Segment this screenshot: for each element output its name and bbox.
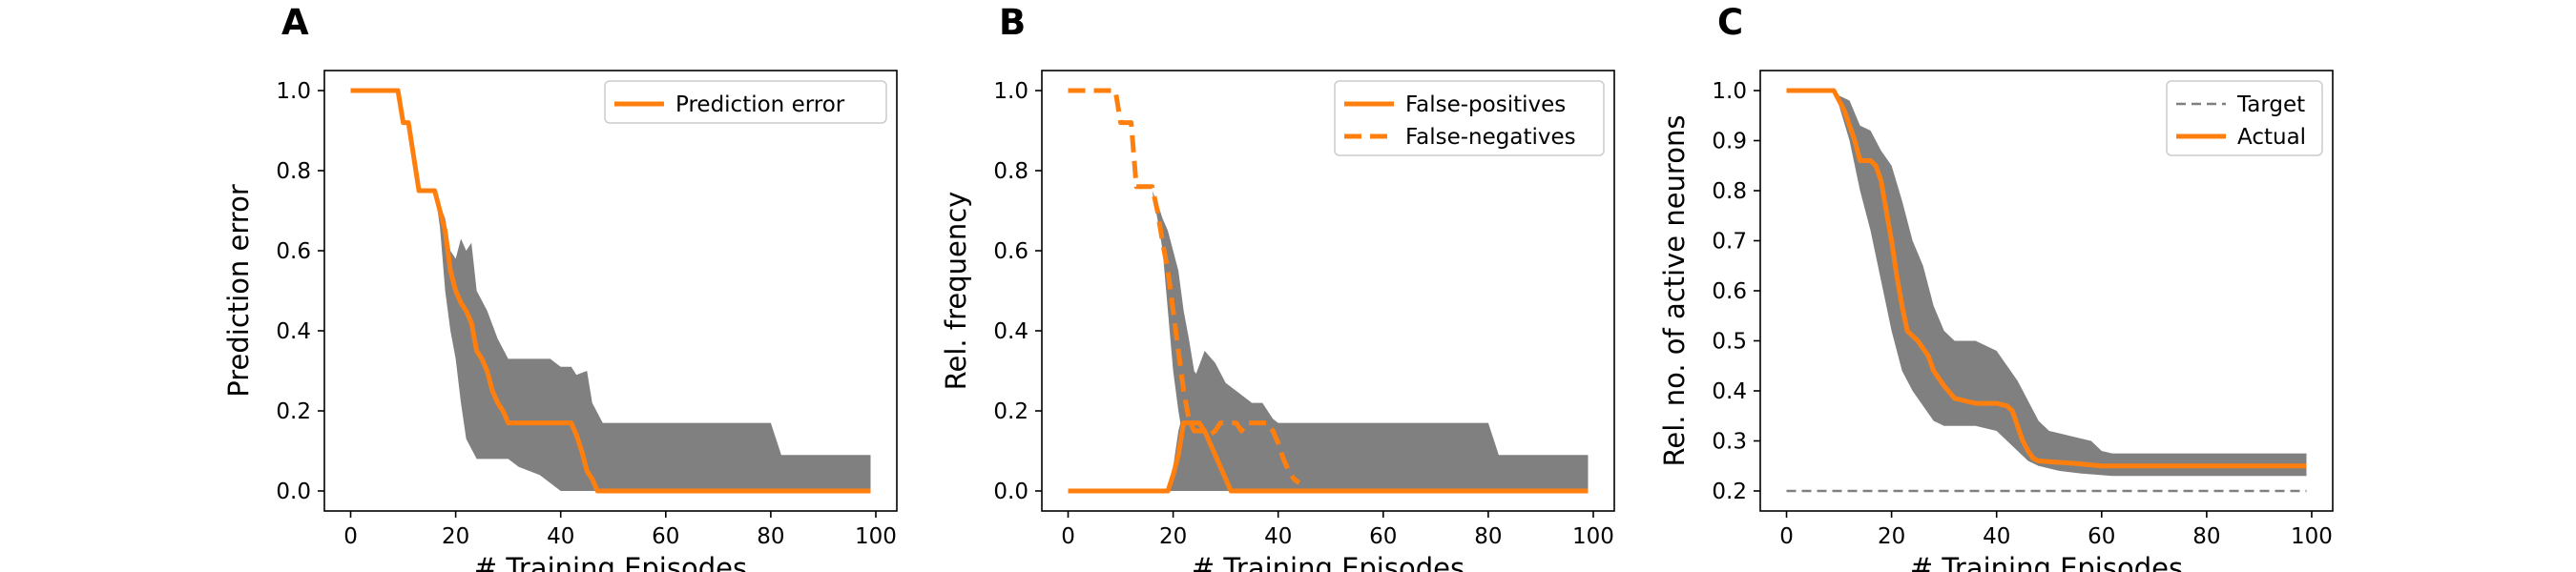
panel-a-xtick-label: 0 [343, 524, 358, 549]
panel-b-ylabel: Rel. frequency [940, 192, 972, 391]
panel-a-band-0 [350, 91, 871, 491]
panel-c-xtick-label: 0 [1779, 524, 1794, 549]
panel-c-legend: Target Actual [2166, 80, 2323, 156]
panel-a-plot-area [350, 88, 871, 494]
panel-a-ylabel: Prediction error [222, 184, 255, 398]
panel-c-ytick-label: 0.3 [1712, 430, 1747, 455]
panel-b-xtick-label: 100 [1572, 524, 1614, 549]
panel-c-plot-area [1786, 88, 2307, 493]
panel-b-ytick-label: 0.2 [993, 399, 1028, 424]
panel-b-band-1 [1068, 91, 1211, 491]
panel-b-band-0 [1068, 351, 1589, 491]
panel-a-ytick-label: 0.6 [276, 239, 311, 264]
panel-a: A 0 20 40 60 80 100 0.0 0.2 0.4 0.6 0.8 1.0 # Trainin… [222, 2, 898, 572]
panel-c-band-0 [1786, 91, 2307, 477]
panel-c-xtick-label: 60 [2088, 524, 2115, 549]
panel-b-legend-label: False-positives [1405, 92, 1566, 117]
panel-a-ytick-label: 0.2 [276, 399, 311, 424]
panel-c-ytick-label: 1.0 [1712, 79, 1747, 104]
panel-b-ytick-label: 1.0 [993, 79, 1028, 104]
panel-b-plot-area [1068, 88, 1589, 494]
panel-c-ytick-label: 0.8 [1712, 179, 1747, 204]
panel-c-xtick-label: 100 [2291, 524, 2333, 549]
panel-c-xlabel: # Training Episodes [1910, 552, 2183, 572]
panel-a-xtick-label: 100 [855, 524, 897, 549]
panel-b-ytick-label: 0.6 [993, 239, 1028, 264]
panel-a-ytick-label: 0.8 [276, 159, 311, 184]
panel-b-ytick-label: 0.4 [993, 319, 1028, 344]
panel-b-xtick-label: 60 [1369, 524, 1397, 549]
panel-a-xtick-label: 80 [757, 524, 784, 549]
panel-a-xtick-label: 60 [652, 524, 679, 549]
panel-c-ytick-label: 0.5 [1712, 330, 1747, 355]
panel-a-axes-frame [323, 70, 898, 512]
panel-c-xtick-label: 40 [1983, 524, 2010, 549]
panel-b: B 0 20 40 60 80 100 0.0 0.2 0.4 0.6 0.8 1.0 # Trainin… [940, 2, 1615, 572]
panel-c-ylabel: Rel. no. of active neurons [1658, 115, 1691, 467]
panel-c-letter: C [1717, 2, 1743, 43]
panel-b-xtick-label: 0 [1061, 524, 1075, 549]
panel-b-letter: B [999, 2, 1026, 43]
panel-b-xtick-label: 40 [1264, 524, 1292, 549]
panel-a-ytick-label: 0.0 [276, 480, 311, 504]
panel-c-series-actual-line [1786, 88, 2307, 469]
panel-c-ytick-label: 0.7 [1712, 230, 1747, 255]
panel-c-ytick-label: 0.6 [1712, 279, 1747, 304]
panel-a-legend: Prediction error [604, 80, 887, 124]
panel-a-legend-label: Prediction error [675, 92, 845, 117]
panel-a-xlabel: # Training Episodes [474, 552, 747, 572]
panel-b-axes-frame [1041, 70, 1615, 512]
panel-c-ytick-label: 0.2 [1712, 480, 1747, 504]
panel-c-legend-label: Target [2236, 92, 2305, 117]
panel-b-series-false-negatives-line [1068, 88, 1301, 485]
panel-c: C 0 20 40 60 80 100 0.2 0.3 0.4 0.5 0.6 0.7 0.8 0.9 1.0… [1658, 2, 2334, 572]
panel-b-legend-frame [1334, 80, 1605, 156]
panel-a-ytick-label: 1.0 [276, 79, 311, 104]
panel-a-legend-frame [604, 80, 887, 124]
panel-b-ytick-label: 0.8 [993, 159, 1028, 184]
panel-a-xtick-label: 20 [442, 524, 469, 549]
panel-b-xlabel: # Training Episodes [1192, 552, 1465, 572]
panel-b-xtick-label: 80 [1474, 524, 1502, 549]
panel-b-ytick-label: 0.0 [993, 480, 1028, 504]
panel-c-legend-label: Actual [2237, 125, 2306, 150]
panel-a-letter: A [281, 2, 309, 43]
panel-a-ytick-label: 0.4 [276, 319, 311, 344]
panel-c-ytick-label: 0.9 [1712, 130, 1747, 154]
panel-c-ytick-label: 0.4 [1712, 379, 1747, 404]
panel-a-xtick-label: 40 [547, 524, 574, 549]
panel-b-legend: False-positives False-negatives [1334, 80, 1605, 156]
panel-a-series-prediction-error-line [350, 88, 871, 494]
panel-b-xtick-label: 20 [1159, 524, 1187, 549]
panel-b-series-false-positives-line [1068, 420, 1589, 494]
panel-b-legend-label: False-negatives [1405, 125, 1576, 150]
panel-c-xtick-label: 20 [1878, 524, 1905, 549]
panel-c-xtick-label: 80 [2192, 524, 2220, 549]
